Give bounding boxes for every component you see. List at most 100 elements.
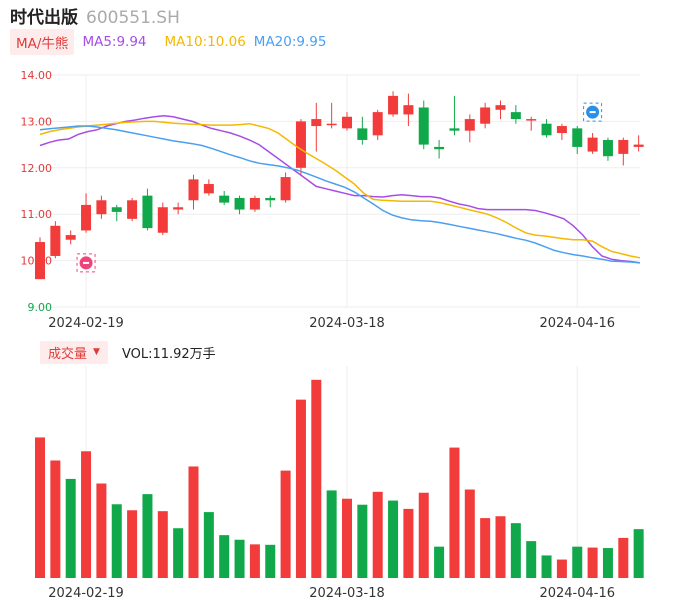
candle-body [326,123,337,126]
candle-body [219,195,230,203]
volume-bar [418,492,429,578]
caret-down-icon: ▼ [93,347,100,357]
volume-bar [249,544,260,578]
candle-body [265,197,276,201]
candle-body [556,126,567,133]
volume-bar [326,490,337,578]
volume-bar [510,523,521,578]
volume-bar [464,489,475,578]
volume-bar [556,559,567,578]
volume-bar [219,535,230,578]
volume-bar [618,537,629,578]
volume-bar [388,500,399,578]
candle-body [311,119,322,127]
candle-body [587,137,598,152]
candle-body [234,197,245,210]
volume-bar [587,547,598,578]
candle-body [618,139,629,154]
candle-body [111,207,122,212]
volume-bar [96,483,107,578]
volume-bar [111,504,122,578]
candle-body [388,95,399,115]
price-x-tick-label: 2024-02-19 [48,316,124,331]
volume-bar [173,528,184,578]
candle-body [65,235,76,240]
volume-bar [449,447,460,578]
volume-x-tick-label: 2024-04-16 [539,586,615,601]
candle-body [127,200,138,219]
volume-bar [572,546,583,578]
candle-body [464,119,475,131]
volume-legend: 成交量 ▼ VOL:11.92万手 [40,340,216,364]
stock-name: 时代出版 [10,8,78,28]
volume-value: VOL:11.92万手 [121,346,216,362]
volume-bar [372,491,383,578]
ma20-line [39,125,641,264]
candle-body [372,112,383,136]
volume-x-tick-label: 2024-03-18 [309,586,385,601]
candle-body [96,200,107,215]
volume-bar [265,544,276,578]
volume-bar [234,539,245,578]
candle-body [142,195,153,229]
volume-indicator-selector[interactable]: 成交量 ▼ [40,340,108,364]
volume-bar [541,555,552,578]
volume-bar [495,516,506,578]
stock-header: 时代出版 600551.SH [10,3,180,28]
volume-bar [633,529,644,578]
candle-body [526,119,537,121]
volume-bar [357,504,368,578]
candle-body [173,207,184,210]
candle-body [81,204,92,231]
candle-body [572,128,583,147]
candle-body [295,121,306,168]
volume-x-tick-label: 2024-02-19 [48,586,124,601]
candle-body [342,116,352,129]
ma20-label: MA20:9.95 [253,34,327,50]
volume-bar [50,460,61,578]
volume-bar [65,478,76,578]
candle-body [35,242,45,280]
ma-indicator-selector[interactable]: MA/牛熊 [10,29,75,55]
ma-legend: MA/牛熊 MA5:9.94 MA10:10.06 MA20:9.95 [10,29,327,55]
volume-bar [342,498,352,578]
volume-bar [403,508,414,578]
price-axis-tick-label: 12.00 [21,162,53,175]
price-axis-tick-label: 9.00 [28,301,53,314]
volume-bar [602,548,613,578]
volume-bar [526,541,537,578]
price-axis-tick-label: 13.00 [21,115,53,128]
candle-body [418,107,429,145]
volume-selector-label: 成交量 [48,346,88,362]
volume-bar [280,470,291,578]
buy-marker-icon-frame [76,253,96,273]
candle-body [633,144,644,147]
candle-body [510,112,521,120]
volume-bar [157,511,168,578]
price-x-tick-label: 2024-03-18 [309,316,385,331]
volume-bar [188,466,199,578]
ma5-line [39,115,641,264]
volume-bar [142,494,153,578]
candle-body [203,184,214,194]
ma10-label: MA10:10.06 [164,34,246,50]
candle-body [602,139,613,157]
candle-body [188,179,199,201]
candle-body [357,128,368,140]
volume-bar [295,399,306,578]
candle-body [50,225,61,256]
candle-body [434,146,445,150]
candle-body [495,105,506,110]
candle-body [280,177,291,201]
candle-body [403,105,414,115]
volume-bar [203,512,214,578]
price-x-tick-label: 2024-04-16 [539,316,615,331]
volume-bar [480,518,491,578]
marker-glyph [589,111,596,114]
candle-body [449,128,460,131]
volume-bar [311,379,322,578]
marker-glyph [83,261,90,264]
ma5-label: MA5:9.94 [82,34,147,50]
volume-bar [127,510,138,578]
